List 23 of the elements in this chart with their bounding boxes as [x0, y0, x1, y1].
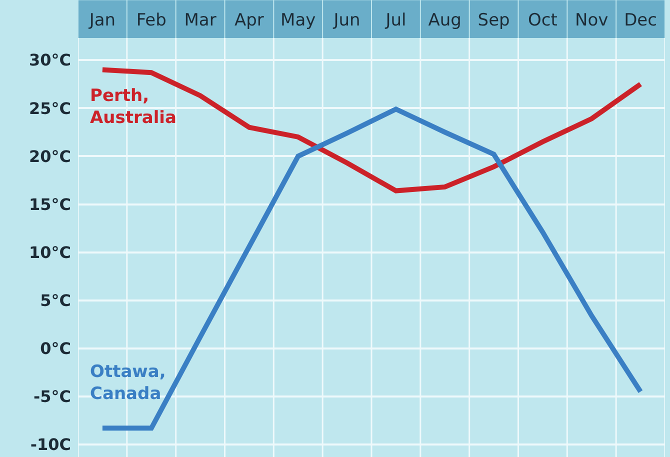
x-tick-label: Mar — [184, 10, 216, 31]
y-tick-label: 15°C — [28, 194, 71, 214]
y-tick-label: 30°C — [28, 50, 71, 70]
y-tick-label: -5°C — [33, 387, 71, 406]
y-tick-label: -10C — [30, 435, 71, 454]
y-tick-label: 0°C — [40, 339, 71, 358]
x-tick-label: Apr — [234, 10, 264, 31]
x-tick-label: Sep — [478, 10, 510, 31]
x-tick-label: Aug — [428, 10, 462, 31]
x-tick-label: Jan — [88, 10, 116, 31]
x-tick-label: Oct — [528, 10, 558, 31]
y-tick-label: 25°C — [28, 98, 71, 118]
x-tick-label: Nov — [575, 10, 608, 31]
y-tick-label: 10°C — [28, 242, 71, 262]
y-tick-label: 5°C — [40, 290, 71, 310]
x-tick-label: Dec — [624, 10, 657, 31]
x-tick-label: Jun — [332, 10, 360, 31]
series-label: Perth, Australia — [90, 86, 176, 128]
y-tick-label: 20°C — [28, 146, 71, 166]
x-tick-label: May — [280, 10, 316, 31]
x-tick-label: Jul — [384, 10, 406, 31]
series-label: Ottawa, Canada — [90, 362, 166, 404]
x-tick-label: Feb — [136, 10, 166, 31]
